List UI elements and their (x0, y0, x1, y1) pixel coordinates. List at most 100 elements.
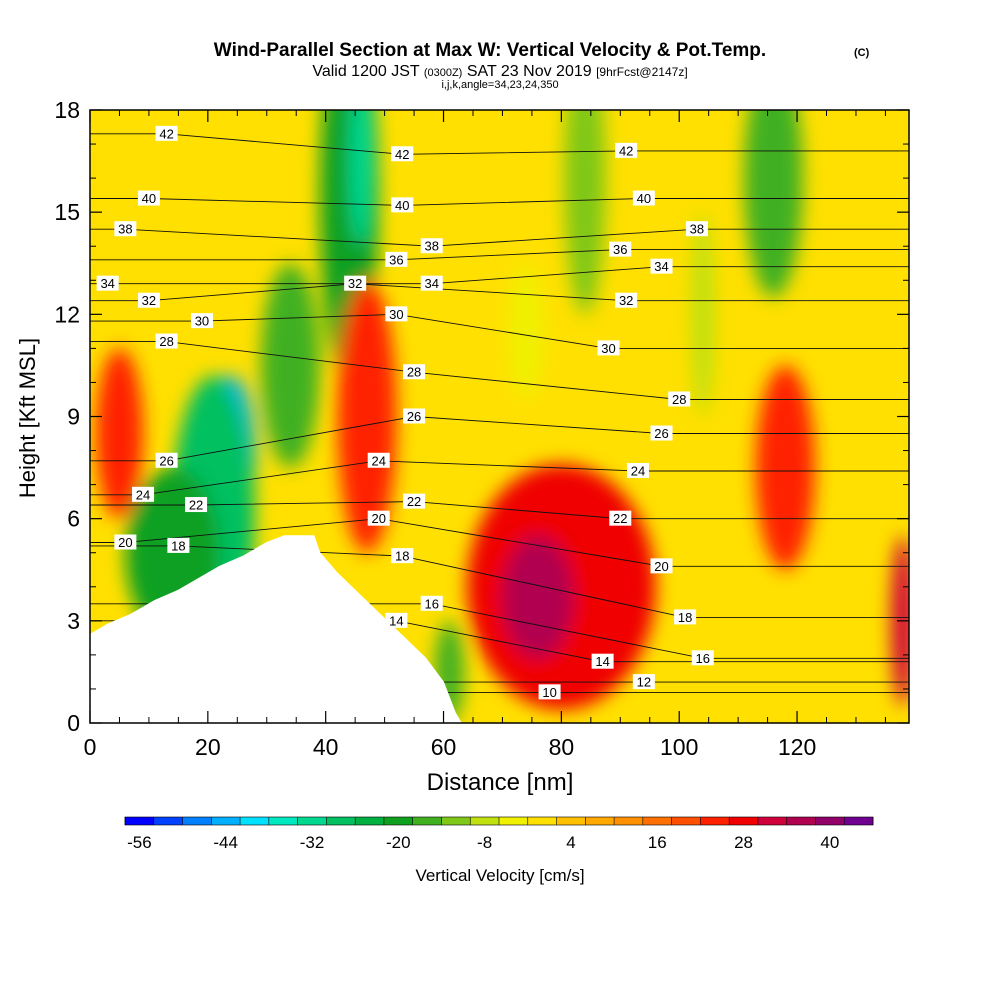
theta-label-box (114, 534, 137, 550)
theta-label: 28 (155, 333, 178, 349)
theta-label-box (344, 275, 367, 291)
colorbar-swatch (297, 817, 327, 825)
theta-label-box (538, 684, 561, 700)
colorbar-swatch (786, 817, 816, 825)
valid-utc: (0300Z) (424, 67, 463, 79)
theta-label-text: 12 (637, 675, 651, 690)
y-tick-label: 6 (67, 506, 80, 532)
forecast-info: [9hrFcst@2147z] (596, 65, 688, 79)
theta-label-text: 32 (619, 293, 633, 308)
theta-label-text: 18 (171, 538, 185, 553)
theta-label: 32 (344, 275, 367, 291)
colorbar-swatch (268, 817, 298, 825)
grid-indices: i,j,k,angle=34,23,24,350 (441, 79, 558, 91)
theta-label: 34 (650, 258, 673, 274)
theta-label: 12 (632, 674, 655, 690)
theta-label-box (391, 548, 414, 564)
velocity-cell-15 (755, 365, 815, 570)
theta-label: 38 (420, 238, 443, 254)
theta-label-text: 22 (407, 494, 421, 509)
theta-label-box (403, 364, 426, 380)
theta-label: 38 (685, 221, 708, 237)
velocity-cell-12 (337, 280, 397, 553)
theta-label: 40 (632, 190, 655, 206)
colorbar-tick-label: 28 (734, 833, 753, 852)
colorbar-swatch (125, 817, 155, 825)
theta-label-box (385, 306, 408, 322)
theta-label: 32 (615, 292, 638, 308)
theta-label-box (367, 452, 390, 468)
theta-label: 34 (420, 275, 443, 291)
velocity-cell-3 (260, 263, 320, 468)
theta-label: 42 (615, 142, 638, 158)
theta-label-box (609, 241, 632, 257)
theta-label-text: 18 (395, 549, 409, 564)
theta-label-text: 24 (631, 463, 645, 478)
velocity-cell-7 (564, 110, 606, 315)
x-axis-label: Distance [nm] (427, 769, 574, 796)
theta-label: 22 (185, 497, 208, 513)
velocity-cell-10 (508, 263, 544, 400)
theta-label: 32 (137, 292, 160, 308)
theta-labels: 42 42 42 40 40 40 38 38 38 36 36 34 34 34 32 32 32 30 30 30… (96, 125, 714, 700)
theta-label-text: 22 (189, 498, 203, 513)
theta-label: 36 (609, 241, 632, 257)
colorbar-label: Vertical Velocity [cm/s] (415, 866, 584, 885)
colorbar-swatch (383, 817, 413, 825)
colorbar-tick-label: 40 (820, 833, 839, 852)
theta-label-text: 26 (159, 453, 173, 468)
theta-label-text: 42 (619, 143, 633, 158)
colorbar-tick-label: -44 (213, 833, 238, 852)
velocity-field (95, 110, 909, 723)
theta-label-box (691, 650, 714, 666)
theta-label-text: 34 (654, 259, 668, 274)
theta-label-box (391, 197, 414, 213)
valid-prefix: Valid 1200 JST (312, 63, 420, 80)
theta-label-box (155, 452, 178, 468)
theta-label: 34 (96, 275, 119, 291)
theta-label-text: 38 (690, 222, 704, 237)
theta-label: 14 (591, 653, 614, 669)
theta-label: 22 (609, 510, 632, 526)
theta-label-box (674, 609, 697, 625)
valid-time-line: Valid 1200 JST (0300Z) SAT 23 Nov 2019 [… (312, 63, 687, 80)
theta-label-box (650, 425, 673, 441)
y-tick-label: 18 (54, 97, 80, 123)
theta-label-text: 34 (425, 276, 439, 291)
theta-label-text: 28 (672, 392, 686, 407)
theta-label-text: 14 (389, 613, 403, 628)
theta-label-text: 20 (654, 559, 668, 574)
colorbar-swatch (182, 817, 212, 825)
theta-label-box (403, 493, 426, 509)
theta-label-box (385, 251, 408, 267)
theta-label-text: 38 (425, 239, 439, 254)
theta-label: 28 (403, 364, 426, 380)
colorbar-swatch (757, 817, 787, 825)
colorbar-swatch (211, 817, 241, 825)
colorbar-swatch (556, 817, 586, 825)
theta-label-text: 28 (159, 334, 173, 349)
y-tick-label: 9 (67, 404, 80, 430)
theta-label: 42 (155, 125, 178, 141)
theta-label-text: 36 (613, 242, 627, 257)
y-tick-label: 15 (54, 199, 80, 225)
theta-label: 22 (403, 493, 426, 509)
colorbar-swatch (614, 817, 644, 825)
colorbar-swatch (326, 817, 356, 825)
theta-label: 10 (538, 684, 561, 700)
colorbar-tick-label: -20 (386, 833, 411, 852)
theta-label-box (137, 292, 160, 308)
theta-label-text: 40 (142, 191, 156, 206)
velocity-cell-9 (690, 212, 715, 417)
theta-label: 18 (674, 609, 697, 625)
theta-label-text: 32 (348, 276, 362, 291)
theta-label: 24 (626, 462, 649, 478)
velocity-cell-8 (744, 110, 803, 298)
theta-label: 20 (650, 558, 673, 574)
colorbar-swatch (729, 817, 759, 825)
theta-label-box (185, 497, 208, 513)
theta-label-text: 24 (136, 487, 150, 502)
theta-label-text: 26 (654, 426, 668, 441)
